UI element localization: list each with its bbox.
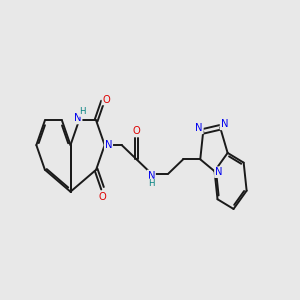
Text: N: N (74, 113, 82, 124)
Text: N: N (148, 170, 155, 181)
Text: N: N (105, 140, 112, 150)
Text: H: H (80, 107, 86, 116)
Text: N: N (220, 119, 228, 129)
Text: O: O (103, 94, 110, 104)
Text: N: N (195, 123, 203, 133)
Text: O: O (133, 126, 140, 136)
Text: N: N (215, 167, 222, 177)
Text: O: O (99, 192, 106, 202)
Text: H: H (148, 179, 154, 188)
